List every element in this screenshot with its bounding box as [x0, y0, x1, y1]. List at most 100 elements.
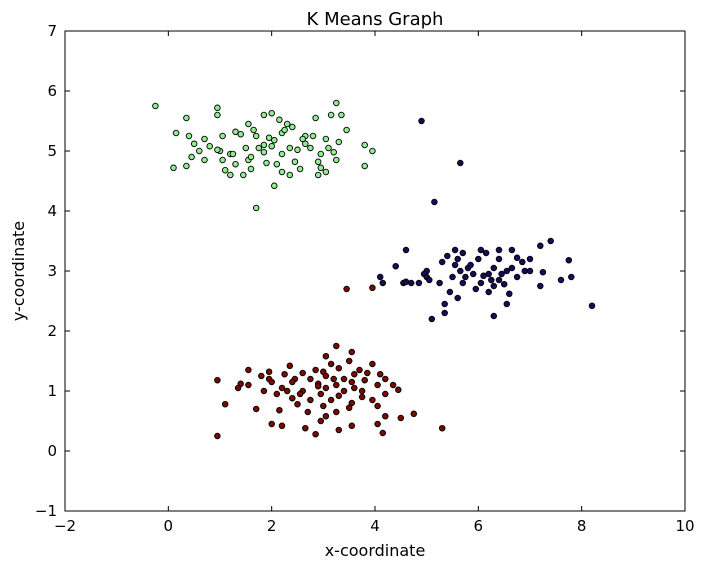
cluster-3-point	[364, 369, 371, 377]
y-tick-label: 5	[47, 142, 57, 160]
cluster-1-point	[265, 134, 273, 142]
cluster-1-point	[268, 142, 275, 150]
cluster-1-point	[322, 168, 330, 176]
cluster-3-point	[374, 420, 381, 428]
y-tick-label: 1	[47, 382, 57, 400]
cluster-2-point	[557, 276, 565, 284]
cluster-1-point	[286, 144, 294, 152]
cluster-3-point	[356, 366, 363, 374]
cluster-3-point	[333, 342, 340, 350]
cluster-2-point	[526, 267, 534, 275]
cluster-3-point	[258, 372, 265, 380]
plot-frame	[64, 30, 686, 512]
cluster-1-point	[283, 120, 291, 128]
cluster-3-point	[307, 375, 314, 383]
cluster-3-point	[351, 370, 358, 378]
cluster-2-point	[441, 309, 448, 317]
cluster-2-point	[508, 264, 516, 272]
cluster-2-point	[454, 255, 461, 263]
cluster-1-point	[338, 111, 345, 119]
y-tick-label: 2	[47, 322, 57, 340]
cluster-1-point	[185, 132, 193, 140]
cluster-2-point	[459, 249, 467, 257]
cluster-3-point	[333, 408, 340, 416]
cluster-3-point	[335, 392, 343, 400]
cluster-1-point	[307, 144, 314, 152]
cluster-2-point	[495, 255, 503, 263]
cluster-2-point	[446, 288, 454, 296]
cluster-3-point	[389, 381, 397, 389]
y-axis-label: y-coordinate	[9, 221, 28, 321]
cluster-3-point	[382, 375, 389, 383]
cluster-3-point	[379, 429, 387, 437]
cluster-3-point	[345, 357, 353, 365]
cluster-2-point	[503, 300, 511, 308]
cluster-3-point	[374, 381, 381, 389]
x-tick-label: 10	[675, 517, 694, 535]
cluster-3-point	[312, 366, 319, 374]
cluster-1-point	[260, 111, 268, 119]
cluster-1-point	[232, 160, 239, 168]
cluster-1-point	[361, 141, 368, 149]
cluster-1-point	[170, 164, 177, 172]
cluster-3-point	[327, 396, 335, 404]
cluster-2-point	[485, 288, 492, 296]
x-tick-label: 0	[164, 517, 174, 535]
cluster-2-point	[376, 273, 384, 281]
cluster-3-point	[304, 408, 312, 416]
cluster-3-point	[335, 364, 343, 372]
cluster-1-point	[296, 165, 304, 173]
cluster-3-point	[345, 404, 353, 412]
cluster-1-point	[327, 111, 335, 119]
cluster-2-point	[457, 267, 464, 275]
y-tick-label: 4	[47, 202, 57, 220]
cluster-1-point	[278, 150, 286, 158]
cluster-1-point	[237, 130, 244, 138]
cluster-2-point	[588, 302, 596, 310]
cluster-2-point	[565, 256, 573, 264]
cluster-3-point	[314, 382, 322, 390]
cluster-2-point	[539, 268, 547, 276]
cluster-1-point	[314, 171, 322, 179]
cluster-1-point	[188, 153, 195, 161]
cluster-3-point	[340, 375, 348, 383]
cluster-2-point	[513, 254, 521, 262]
cluster-2-point	[402, 278, 410, 286]
cluster-1-point	[190, 140, 198, 148]
cluster-1-point	[214, 104, 221, 112]
cluster-1-point	[227, 171, 234, 179]
cluster-3-point	[273, 390, 281, 398]
cluster-3-point	[358, 387, 366, 395]
cluster-3-point	[299, 369, 306, 377]
cluster-3-point	[348, 422, 356, 430]
cluster-2-point	[379, 279, 387, 287]
y-tick-label: 6	[47, 82, 57, 100]
cluster-1-point	[221, 166, 229, 174]
axis-ticks: −2 0 2 4 6 8 10 −1 0 1 2 3 4 5 6 7	[35, 22, 695, 535]
cluster-1-point	[299, 135, 306, 143]
cluster-3-point	[322, 384, 330, 392]
cluster-3-point	[307, 396, 314, 404]
cluster-3-point	[374, 402, 381, 410]
cluster-3-point	[320, 402, 327, 410]
cluster-2-point	[451, 246, 459, 254]
data-points	[152, 99, 596, 440]
cluster-3-point	[358, 393, 366, 401]
cluster-3-point	[317, 417, 325, 425]
cluster-1-point	[247, 165, 255, 173]
cluster-2-point	[392, 262, 399, 270]
cluster-3-point	[348, 378, 356, 386]
cluster-3-point	[382, 390, 389, 398]
cluster-1-point	[229, 150, 237, 158]
cluster-1-point	[247, 153, 255, 161]
cluster-3-point	[361, 376, 368, 384]
cluster-3-point	[322, 412, 330, 420]
cluster-1-point	[250, 126, 257, 134]
cluster-1-point	[335, 138, 343, 146]
cluster-1-point	[260, 148, 268, 156]
cluster-1-point	[232, 128, 239, 136]
cluster-3-point	[289, 394, 296, 402]
cluster-3-point	[397, 414, 405, 422]
cluster-2-point	[415, 279, 423, 287]
cluster-3-point	[395, 386, 402, 394]
